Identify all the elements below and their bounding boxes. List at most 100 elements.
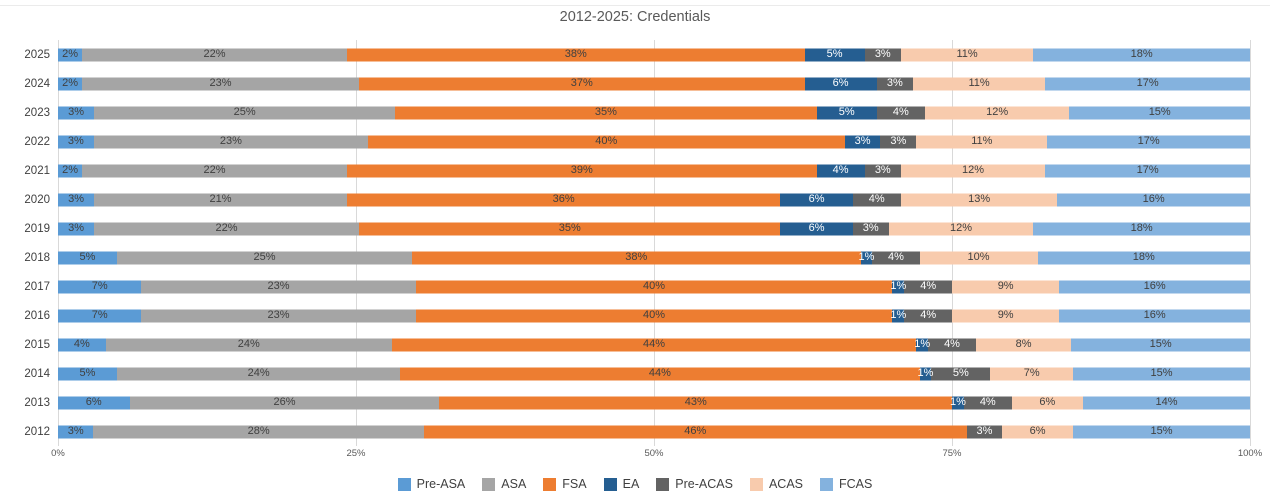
legend-swatch	[543, 477, 557, 491]
bar-segment-label: 3%	[68, 193, 85, 205]
bar-segment-label: 13%	[968, 193, 991, 205]
bar-row: 2025 2% 22% 38% 5% 3% 11% 18%	[24, 40, 1250, 69]
gridline	[58, 40, 59, 446]
bar-segment-pre-asa: 7%	[58, 280, 142, 293]
bar-segment-label: 3%	[854, 135, 871, 147]
bar-segment-fcas: 15%	[1069, 106, 1251, 119]
bar-segment-label: 25%	[233, 106, 256, 118]
bar-track: 5% 24% 44% 1% 5% 7% 15%	[58, 367, 1250, 380]
bar-segment-label: 15%	[1149, 338, 1172, 350]
legend-swatch	[749, 477, 763, 491]
bar-track: 2% 23% 37% 6% 3% 11% 17%	[58, 77, 1250, 90]
bar-segment-ea: 3%	[844, 135, 881, 148]
bar-segment-asa: 22%	[94, 222, 360, 235]
bar-segment-label: 24%	[247, 367, 270, 379]
bar-segment-fcas: 15%	[1072, 367, 1250, 380]
bar-segment-acas: 8%	[975, 338, 1072, 351]
bar-segment-pre-acas: 3%	[880, 135, 917, 148]
bar-row: 2014 5% 24% 44% 1% 5% 7% 15%	[24, 359, 1250, 388]
bar-segment-label: 3%	[886, 77, 903, 89]
bar-segment-label: 1%	[890, 309, 907, 321]
bar-track: 3% 25% 35% 5% 4% 12% 15%	[58, 106, 1251, 119]
bar-segment-label: 3%	[976, 425, 993, 437]
bar-segment-label: 25%	[253, 251, 276, 263]
bar-row: 2012 3% 28% 46% 3% 6% 15%	[24, 417, 1250, 446]
bar-segment-label: 1%	[914, 338, 931, 350]
bar-segment-acas: 7%	[990, 367, 1073, 380]
bar-segment-asa: 23%	[93, 135, 368, 148]
bar-segment-label: 3%	[874, 48, 891, 60]
bar-segment-asa: 22%	[82, 164, 347, 177]
bar-row: 2021 2% 22% 39% 4% 3% 12% 17%	[24, 156, 1250, 185]
bar-segment-label: 35%	[594, 106, 617, 118]
bar-segment-label: 4%	[920, 309, 937, 321]
bar-segment-label: 21%	[209, 193, 232, 205]
bar-segment-label: 44%	[642, 338, 666, 350]
category-label: 2012	[24, 425, 50, 438]
bar-segment-pre-asa: 3%	[58, 222, 95, 235]
bar-segment-pre-asa: 2%	[58, 48, 83, 61]
bar-track: 4% 24% 44% 1% 4% 8% 15%	[58, 338, 1251, 351]
legend-item-ea: EA	[603, 477, 639, 491]
x-axis-tick-label: 0%	[51, 448, 65, 459]
bar-segment-label: 35%	[558, 222, 581, 234]
bar-segment-fcas: 18%	[1037, 251, 1250, 264]
bar-segment-fcas: 17%	[1045, 164, 1250, 177]
bar-segment-acas: 11%	[912, 77, 1046, 90]
bar-segment-acas: 9%	[952, 280, 1060, 293]
bar-segment-ea: 1%	[858, 251, 875, 264]
bar-segment-label: 18%	[1130, 48, 1153, 60]
bar-segment-label: 28%	[247, 425, 270, 437]
bar-segment-pre-acas: 4%	[963, 396, 1012, 409]
bar-segment-ea: 1%	[914, 338, 931, 351]
bar-segment-acas: 12%	[924, 106, 1070, 119]
bar-row: 2017 7% 23% 40% 1% 4% 9% 16%	[24, 272, 1250, 301]
bar-segment-pre-asa: 7%	[58, 309, 142, 322]
bar-segment-label: 5%	[952, 367, 969, 379]
bar-segment-label: 12%	[950, 222, 973, 234]
category-label: 2020	[24, 193, 50, 206]
legend-swatch	[482, 477, 496, 491]
bar-segment-ea: 5%	[804, 48, 865, 61]
bar-segment-ea: 1%	[890, 280, 906, 293]
bar-segment-label: 44%	[648, 367, 671, 379]
bar-segment-fsa: 40%	[367, 135, 845, 148]
bar-segment-label: 2%	[62, 164, 78, 176]
bar-segment-ea: 5%	[816, 106, 877, 119]
bar-segment-label: 16%	[1143, 309, 1166, 321]
chart-top-border	[0, 5, 1270, 6]
bar-segment-label: 46%	[684, 425, 707, 437]
bar-segment-label: 5%	[79, 367, 96, 379]
bar-segment-pre-asa: 5%	[58, 251, 118, 264]
bar-segment-label: 1%	[858, 251, 875, 263]
bar-segment-pre-acas: 4%	[904, 280, 952, 293]
bar-segment-pre-asa: 5%	[58, 367, 118, 380]
legend-item-fcas: FCAS	[820, 477, 872, 491]
bar-segment-acas: 9%	[952, 309, 1060, 322]
bar-segment-asa: 22%	[82, 48, 347, 61]
bar-segment-label: 36%	[552, 193, 575, 205]
bar-track: 7% 23% 40% 1% 4% 9% 16%	[58, 309, 1250, 322]
category-label: 2014	[24, 367, 50, 380]
bar-row: 2016 7% 23% 40% 1% 4% 9% 16%	[24, 301, 1250, 330]
bar-segment-label: 5%	[826, 48, 843, 60]
bar-segment-label: 38%	[625, 251, 648, 263]
bar-segment-ea: 1%	[917, 367, 933, 380]
bar-segment-label: 4%	[887, 251, 904, 263]
gridline	[952, 40, 953, 446]
chart-title: 2012-2025: Credentials	[559, 9, 711, 25]
legend-item-fsa: FSA	[543, 477, 587, 491]
bar-segment-fsa: 39%	[346, 164, 817, 177]
category-label: 2024	[24, 77, 50, 90]
bar-track: 6% 26% 43% 1% 4% 6% 14%	[58, 396, 1250, 409]
bar-row: 2015 4% 24% 44% 1% 4% 8% 15%	[24, 330, 1251, 359]
bar-segment-pre-asa: 2%	[58, 77, 83, 90]
bar-segment-label: 37%	[570, 77, 593, 89]
bar-segment-asa: 25%	[117, 251, 413, 264]
bar-segment-fsa: 35%	[359, 222, 781, 235]
bar-segment-label: 17%	[1136, 164, 1159, 176]
bar-segment-label: 16%	[1143, 280, 1166, 292]
bar-segment-pre-acas: 3%	[852, 222, 889, 235]
bar-track: 3% 21% 36% 6% 4% 13% 16%	[58, 193, 1250, 206]
